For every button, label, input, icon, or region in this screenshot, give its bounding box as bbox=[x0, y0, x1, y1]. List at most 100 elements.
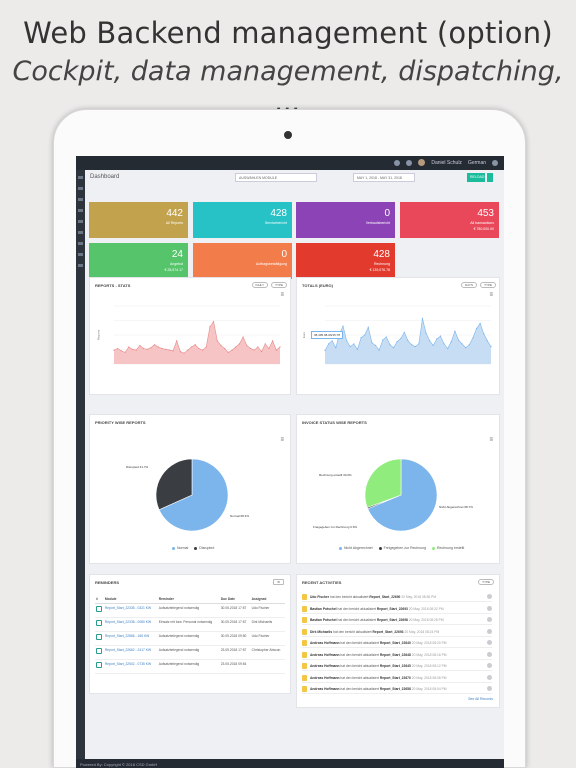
data-point[interactable] bbox=[407, 340, 409, 342]
data-point[interactable] bbox=[465, 347, 467, 349]
table-header[interactable]: Due Date bbox=[219, 595, 251, 604]
data-point[interactable] bbox=[183, 352, 185, 354]
data-point[interactable] bbox=[396, 340, 398, 343]
data-point[interactable] bbox=[224, 347, 226, 350]
data-point[interactable] bbox=[378, 349, 380, 351]
row-action-icon[interactable] bbox=[96, 662, 102, 668]
activity-more-icon[interactable] bbox=[487, 617, 492, 622]
list-item[interactable]: Bastian Potschel hat den bericht aktuali… bbox=[302, 616, 492, 625]
data-point[interactable] bbox=[153, 344, 156, 346]
data-point[interactable] bbox=[231, 349, 233, 351]
data-point[interactable] bbox=[172, 350, 174, 352]
activity-more-icon[interactable] bbox=[487, 674, 492, 680]
user-name[interactable]: Daniel Schulz bbox=[431, 159, 462, 166]
sidebar-item-calendar[interactable] bbox=[78, 209, 83, 212]
date-range-picker[interactable]: MAY 1, 2018 - MAY 31, 2018 bbox=[353, 173, 415, 182]
data-point[interactable] bbox=[328, 343, 330, 345]
data-point[interactable] bbox=[421, 317, 424, 319]
chart-menu-icon[interactable]: ≡ bbox=[280, 437, 284, 443]
data-point[interactable] bbox=[432, 344, 434, 347]
data-point[interactable] bbox=[382, 339, 384, 341]
module-link[interactable]: Report_Start_22662 - 2417 KW bbox=[103, 645, 158, 660]
data-point[interactable] bbox=[418, 343, 420, 345]
chart-menu-icon[interactable]: ≡ bbox=[489, 292, 493, 298]
data-point[interactable] bbox=[346, 340, 348, 342]
data-point[interactable] bbox=[235, 346, 237, 348]
type-dropdown[interactable]: TYPE bbox=[271, 282, 287, 288]
stat-tile[interactable]: 442 All Reports bbox=[89, 202, 188, 238]
data-point[interactable] bbox=[324, 349, 326, 352]
type-dropdown[interactable]: TYPE bbox=[480, 282, 496, 288]
legend-item[interactable]: Disrupted bbox=[194, 546, 214, 550]
module-filter-select[interactable]: AUSWÄHLEN MODULE bbox=[235, 173, 317, 182]
data-point[interactable] bbox=[165, 348, 167, 350]
data-point[interactable] bbox=[209, 326, 211, 328]
activity-more-icon[interactable] bbox=[487, 605, 492, 611]
table-row[interactable]: Report_Start_22336 - 0080 KW Einsatz mit… bbox=[95, 617, 285, 632]
data-point[interactable] bbox=[275, 349, 277, 351]
data-point[interactable] bbox=[353, 343, 355, 345]
table-row[interactable]: Report_Start_22335 - 0321 KW Aufsatzbele… bbox=[95, 603, 285, 618]
data-point[interactable] bbox=[479, 322, 481, 324]
pie-slice[interactable] bbox=[158, 458, 229, 532]
data-point[interactable] bbox=[447, 347, 449, 350]
reload-button[interactable]: RELOAD bbox=[467, 173, 485, 182]
stat-tile[interactable]: 24 Angebot € 28,574.17 bbox=[89, 243, 188, 279]
activity-more-icon[interactable] bbox=[487, 663, 492, 668]
data-point[interactable] bbox=[117, 347, 119, 350]
table-header[interactable]: Assigned bbox=[250, 595, 285, 604]
sidebar-item-reports[interactable] bbox=[78, 187, 83, 190]
stat-tile[interactable]: 453 All transactions € 780,000.00 bbox=[400, 202, 499, 238]
table-header[interactable]: Module bbox=[103, 595, 158, 604]
data-point[interactable] bbox=[486, 340, 488, 342]
module-link[interactable]: Report_Start_22502 - 0735 KW bbox=[103, 659, 158, 674]
settings-icon[interactable] bbox=[492, 159, 498, 166]
data-point[interactable] bbox=[443, 343, 445, 345]
table-row[interactable]: Report_Start_22662 - 2417 KW Aufsatzbele… bbox=[95, 645, 285, 660]
activity-more-icon[interactable] bbox=[487, 628, 492, 634]
data-point[interactable] bbox=[364, 334, 366, 336]
table-row[interactable]: Report_Start_22866 - 166 KW Aufsatzbeleg… bbox=[95, 631, 285, 646]
data-point[interactable] bbox=[194, 344, 196, 346]
data-point[interactable] bbox=[356, 348, 359, 350]
data-point[interactable] bbox=[242, 336, 244, 338]
data-point[interactable] bbox=[176, 340, 178, 342]
list-item[interactable]: Andreas Hoffmann hat den bericht aktuali… bbox=[302, 639, 492, 648]
data-point[interactable] bbox=[124, 351, 126, 353]
data-point[interactable] bbox=[135, 349, 137, 351]
data-point[interactable] bbox=[429, 340, 431, 342]
data-point[interactable] bbox=[264, 343, 266, 345]
list-item[interactable]: Andreas Hoffmann hat den bericht aktuali… bbox=[302, 651, 492, 660]
data-point[interactable] bbox=[472, 337, 474, 339]
data-point[interactable] bbox=[475, 327, 478, 330]
data-point[interactable] bbox=[385, 336, 387, 338]
data-point[interactable] bbox=[349, 346, 351, 348]
table-header[interactable]: Reminder bbox=[157, 595, 220, 604]
stat-tile[interactable]: 0 Verkaufsbericht bbox=[296, 202, 395, 238]
stat-tile[interactable]: 428 Rechnung € 139,076.78 bbox=[296, 243, 395, 279]
daily-dropdown[interactable]: DAILY bbox=[251, 282, 268, 288]
pie-slice[interactable] bbox=[364, 458, 402, 508]
data-point[interactable] bbox=[249, 347, 252, 350]
data-point[interactable] bbox=[257, 346, 259, 348]
data-point[interactable] bbox=[342, 325, 344, 327]
row-action-icon[interactable] bbox=[96, 634, 102, 640]
reminders-settings-button[interactable]: ⚙ bbox=[273, 579, 284, 585]
sidebar-item-dashboard[interactable] bbox=[78, 176, 83, 179]
data-point[interactable] bbox=[392, 347, 395, 349]
data-point[interactable] bbox=[128, 346, 130, 348]
table-row[interactable]: Report_Start_22502 - 0735 KW Aufsatzbele… bbox=[95, 659, 285, 674]
data-point[interactable] bbox=[198, 347, 200, 350]
activity-more-icon[interactable] bbox=[487, 651, 492, 657]
activity-more-icon[interactable] bbox=[487, 686, 492, 691]
data-point[interactable] bbox=[371, 342, 373, 344]
legend-item[interactable]: Nicht Abgerechnet bbox=[339, 546, 373, 550]
data-point[interactable] bbox=[168, 349, 170, 351]
sidebar-item-customers[interactable] bbox=[78, 198, 83, 201]
days-dropdown[interactable]: DAYS bbox=[461, 282, 477, 288]
stat-tile[interactable]: 428 Servicebericht bbox=[193, 202, 292, 238]
data-point[interactable] bbox=[403, 331, 405, 333]
data-point[interactable] bbox=[142, 347, 145, 350]
data-point[interactable] bbox=[374, 344, 377, 347]
sidebar-item-users[interactable] bbox=[78, 231, 83, 234]
